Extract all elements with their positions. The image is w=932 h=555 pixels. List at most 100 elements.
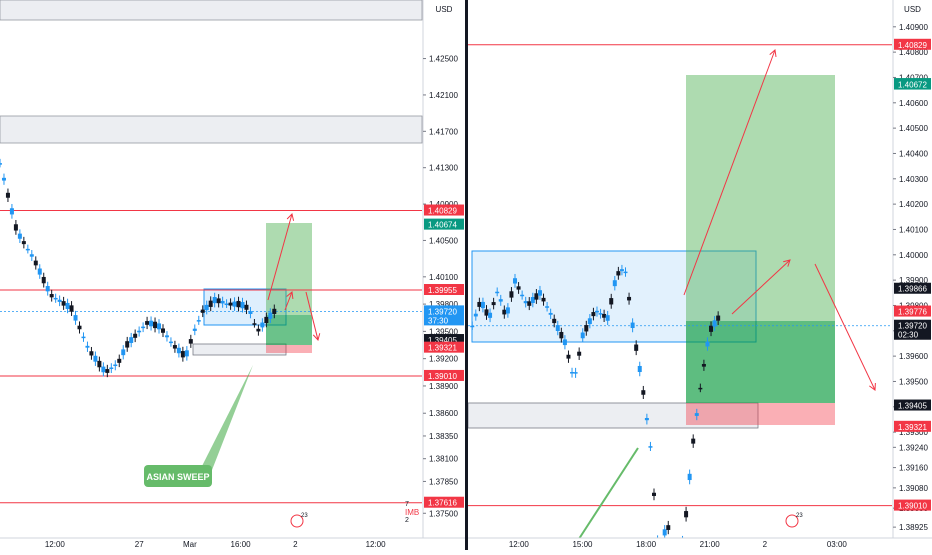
y-tick-label: 1.39200 <box>429 355 458 364</box>
y-tick-label: 1.37500 <box>429 509 458 518</box>
legend-label: 23 <box>796 513 803 519</box>
x-tick-label: 12:00 <box>366 540 387 549</box>
candle-body <box>236 300 241 308</box>
candle-body <box>473 313 478 317</box>
candle-body <box>21 241 26 245</box>
y-tick-label: 1.40100 <box>899 225 928 234</box>
candle-body <box>208 300 213 307</box>
candle-body <box>502 309 507 315</box>
legend-label: 2 <box>405 517 409 524</box>
price-tag <box>894 420 931 432</box>
candle-body <box>256 328 261 332</box>
candle-body <box>117 358 122 363</box>
candle-body <box>687 473 692 481</box>
candle-body <box>204 304 209 311</box>
y-tick-label: 1.39160 <box>899 464 928 473</box>
candle-body <box>252 323 257 325</box>
y-tick-label: 1.40000 <box>899 251 928 260</box>
price-tag-countdown: 02:30 <box>898 331 919 340</box>
price-tag <box>894 499 931 511</box>
candle-body <box>644 417 649 421</box>
x-tick-label: 18:00 <box>636 540 657 549</box>
candle-body <box>580 332 585 339</box>
candle-body <box>520 294 525 297</box>
candle-body <box>153 321 158 329</box>
annotation-box <box>144 465 212 487</box>
gray-zone <box>467 402 759 429</box>
candle-body <box>545 306 550 308</box>
candle-body <box>33 260 38 266</box>
time-axis-background <box>468 538 931 550</box>
candle-body <box>594 310 599 313</box>
y-tick-label: 1.39800 <box>429 300 458 309</box>
gray-zone <box>0 115 423 144</box>
candle-body <box>491 302 496 306</box>
candle-body <box>105 369 110 373</box>
candle-body <box>29 254 34 257</box>
candle-body <box>709 325 714 332</box>
y-tick-label: 1.42100 <box>429 91 458 100</box>
candle-body <box>530 297 535 304</box>
price-tag <box>424 204 464 216</box>
projection-arrow <box>814 263 876 391</box>
candle-body <box>516 286 521 290</box>
candle-body <box>591 312 596 317</box>
projection-arrow-head <box>312 333 321 342</box>
long-target-zone <box>686 75 835 321</box>
long-entry-zone <box>686 321 835 403</box>
price-tag-label: 1.39321 <box>898 423 927 432</box>
candle-body <box>141 326 146 329</box>
candle-body <box>264 316 269 324</box>
candle-body <box>65 302 70 309</box>
y-tick-label: 1.40500 <box>899 124 928 133</box>
candle-body <box>228 302 233 306</box>
x-tick-label: 21:00 <box>700 540 721 549</box>
price-tag <box>894 282 931 294</box>
candle-body <box>584 325 589 332</box>
price-tag <box>424 341 464 353</box>
candle-body <box>488 312 493 318</box>
candle-body <box>17 233 22 239</box>
candle-body <box>268 312 273 319</box>
event-flag-icon <box>785 514 799 528</box>
gray-zone <box>0 0 423 21</box>
price-tag-label: 1.39405 <box>428 336 457 345</box>
long-stop-zone <box>686 403 835 425</box>
candle-body <box>534 293 539 300</box>
candle-body <box>527 301 532 306</box>
candle-body <box>125 341 130 348</box>
legend-label: 7 <box>405 501 409 508</box>
projection-arrow <box>284 291 293 311</box>
projection-arrow-head <box>286 291 294 300</box>
y-tick-label: 1.42500 <box>429 55 458 64</box>
candle-body <box>41 276 46 284</box>
annotation-pointer <box>200 365 253 470</box>
price-tag <box>894 38 931 50</box>
price-tag <box>424 334 464 346</box>
candle-body <box>605 315 610 321</box>
candle-body <box>244 304 249 310</box>
candle-body <box>505 307 510 314</box>
price-tag-label: 1.37616 <box>428 499 457 508</box>
pane-divider[interactable] <box>465 0 468 550</box>
candle-body <box>587 318 592 325</box>
y-tick-label: 1.39900 <box>899 276 928 285</box>
candle-body <box>509 291 514 298</box>
annotation-label: ASIAN SWEEP <box>146 472 209 482</box>
x-tick-label: 12:00 <box>45 540 66 549</box>
candle-body <box>634 344 639 351</box>
y-tick-label: 1.38350 <box>429 432 458 441</box>
projection-arrow-head <box>869 382 876 391</box>
price-tag-label: 1.39776 <box>898 308 927 317</box>
y-tick-label: 1.40700 <box>899 73 928 82</box>
y-tick-label: 1.39500 <box>429 327 458 336</box>
candle-body <box>260 322 265 328</box>
candle-body <box>652 492 657 496</box>
candle-body <box>168 341 173 344</box>
candle-body <box>552 318 557 324</box>
price-tag-countdown: 37:30 <box>428 316 449 325</box>
candle-body <box>121 349 126 356</box>
axis-background <box>423 0 465 538</box>
candle-body <box>637 365 642 372</box>
